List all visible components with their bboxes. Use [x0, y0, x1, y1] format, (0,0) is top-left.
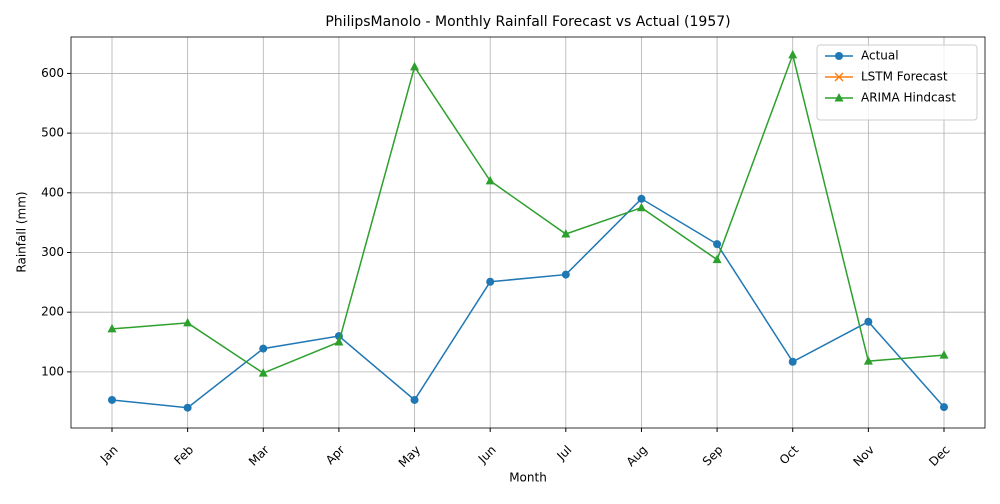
- marker: [864, 317, 873, 326]
- legend-label: Actual: [861, 49, 899, 63]
- marker: [561, 228, 571, 238]
- marker: [485, 175, 495, 185]
- marker: [940, 403, 948, 412]
- y-tick-label: 100: [41, 364, 64, 378]
- marker: [334, 337, 344, 346]
- y-tick-label: 500: [41, 126, 64, 140]
- y-tick-label: 600: [41, 66, 64, 80]
- legend-box: [816, 44, 978, 121]
- marker: [183, 403, 192, 412]
- y-axis-label: Rainfall (mm): [15, 191, 29, 272]
- legend-label: ARIMA Hindcast: [861, 91, 956, 105]
- marker: [259, 344, 268, 353]
- x-axis-label: Month: [509, 471, 547, 485]
- marker: [834, 72, 844, 82]
- marker: [636, 202, 646, 212]
- legend-label: LSTM Forecast: [861, 70, 948, 84]
- marker: [486, 277, 495, 286]
- marker: [410, 395, 419, 404]
- marker: [939, 350, 949, 359]
- y-tick-label: 300: [41, 245, 64, 259]
- marker: [713, 240, 722, 249]
- series-line: [111, 52, 945, 374]
- marker: [712, 254, 722, 264]
- marker: [788, 357, 797, 366]
- marker: [863, 356, 873, 365]
- series-line: [111, 197, 945, 409]
- marker: [637, 194, 646, 203]
- marker: [107, 323, 117, 333]
- marker: [410, 61, 420, 71]
- y-tick-label: 200: [41, 305, 64, 319]
- marker: [834, 93, 844, 102]
- marker: [258, 368, 268, 377]
- y-tick-label: 400: [41, 185, 64, 199]
- marker: [183, 317, 193, 327]
- chart-title: PhilipsManolo - Monthly Rainfall Forecas…: [325, 14, 730, 30]
- plot-frame: [70, 36, 986, 429]
- marker: [788, 49, 798, 59]
- marker: [561, 270, 570, 279]
- marker: [835, 52, 843, 60]
- marker: [108, 395, 116, 404]
